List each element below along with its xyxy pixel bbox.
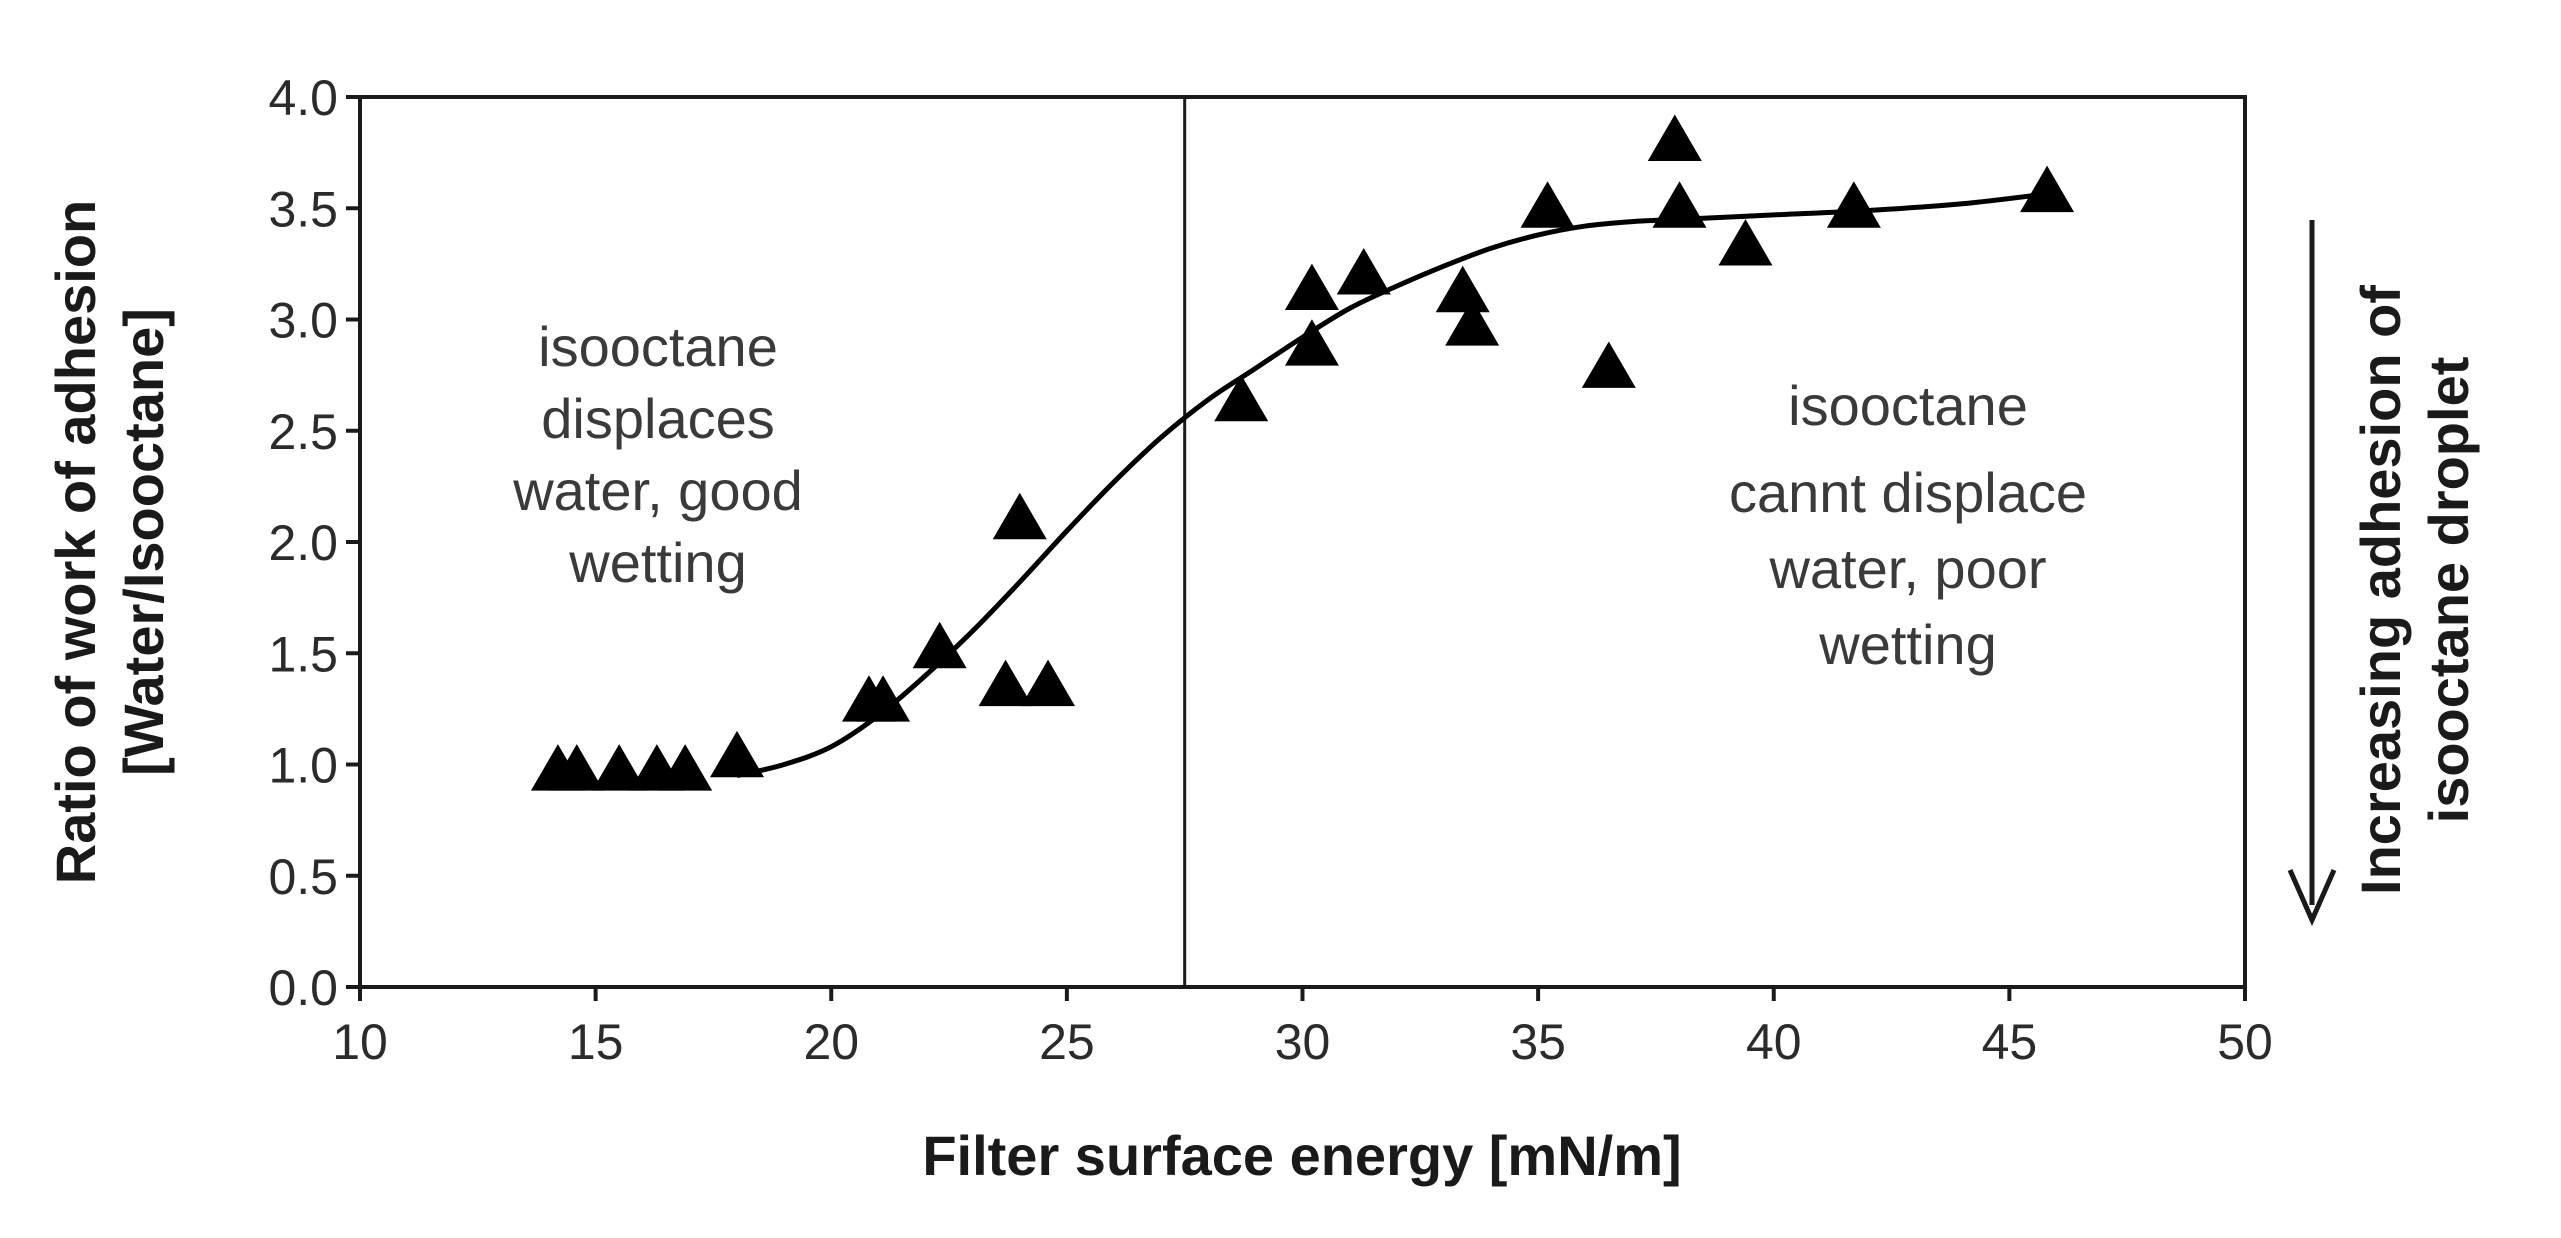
y-tick-label: 2.5 [268,404,338,460]
y-tick-label: 0.5 [268,849,338,905]
data-point-marker [1284,319,1339,366]
data-point-marker [1214,374,1269,422]
left-annotation: isooctane displaces water, good wetting [512,315,803,594]
data-point-marker [592,744,647,791]
y-tick-label: 2.0 [268,515,338,571]
data-point-marker [1435,265,1490,313]
data-point-marker [710,730,764,778]
x-axis: 10 15 20 25 30 35 40 45 50 [332,987,2273,1070]
x-tick-label: 50 [2217,1014,2273,1070]
x-tick-label: 35 [1510,1014,1566,1070]
data-point-marker [1647,114,1702,161]
data-point-marker [1826,181,1881,228]
arrow-label-line2: isooctane droplet [2417,357,2480,824]
data-point-marker [1445,299,1500,346]
right-annotation-line3: water, poor [1768,537,2046,600]
data-markers [530,114,2075,791]
y-tick-label: 1.0 [268,738,338,794]
y-tick-label: 3.0 [268,293,338,349]
y-tick-label: 1.5 [268,626,338,682]
x-tick-label: 45 [1982,1014,2038,1070]
data-point-marker [1520,181,1575,228]
left-annotation-line1: isooctane [538,315,778,378]
x-tick-label: 20 [803,1014,859,1070]
y-axis-label-line2: [Water/Isooctane] [112,308,175,776]
left-annotation-line2: displaces [541,387,774,450]
y-tick-label: 0.0 [268,960,338,1016]
y-tick-label: 3.5 [268,181,338,237]
data-point-marker [2020,165,2075,213]
y-axis-label-line1: Ratio of work of adhesion [44,200,107,884]
data-point-marker [978,659,1033,707]
right-annotation-line4: wetting [1818,613,1996,676]
data-point-marker [1021,659,1076,707]
data-point-marker [1652,181,1707,228]
right-annotation: isooctane cannt displace water, poor wet… [1729,374,2087,676]
left-annotation-line4: wetting [568,531,746,594]
x-tick-label: 25 [1039,1014,1095,1070]
x-tick-label: 15 [568,1014,624,1070]
data-point-marker [992,492,1047,540]
left-annotation-line3: water, good [512,459,803,522]
data-point-marker [1336,248,1391,295]
y-axis: 0.0 0.5 1.0 1.5 2.0 2.5 3.0 3.5 4.0 [268,70,360,1016]
data-point-marker [1581,341,1636,388]
data-point-marker [912,621,967,669]
data-point-marker [856,675,911,722]
right-annotation-line1: isooctane [1788,374,2028,437]
data-point-marker [549,744,604,791]
y-axis-label: Ratio of work of adhesion [Water/Isoocta… [44,200,175,884]
data-point-marker [1718,219,1773,266]
data-point-marker [1284,263,1339,311]
data-point-marker [658,744,713,791]
x-tick-label: 30 [1275,1014,1331,1070]
x-axis-label: Filter surface energy [mN/m] [922,1124,1681,1187]
down-arrow-icon [2287,220,2337,927]
right-annotation-line2: cannt displace [1729,461,2087,524]
arrow-label: Increasing adhesion of isooctane droplet [2349,285,2480,895]
x-tick-label: 10 [332,1014,388,1070]
arrow-label-line1: Increasing adhesion of [2349,285,2412,895]
x-tick-label: 40 [1746,1014,1802,1070]
y-tick-label: 4.0 [268,70,338,126]
